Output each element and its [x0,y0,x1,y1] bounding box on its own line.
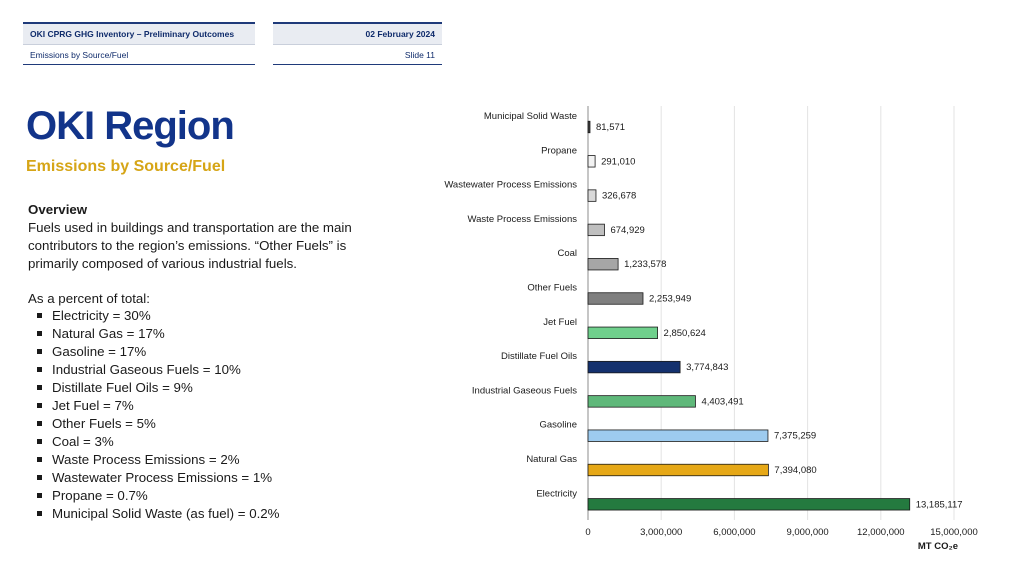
value-label: 2,850,624 [664,328,706,339]
bar [587,155,596,168]
list-item: Jet Fuel = 7% [36,397,280,415]
value-label: 674,929 [610,225,644,236]
bar [587,429,769,442]
section-label: Emissions by Source/Fuel [30,50,129,60]
list-item: Coal = 3% [36,433,280,451]
list-item: Electricity = 30% [36,307,280,325]
category-label: Other Fuels [527,283,577,294]
bar [587,326,658,339]
page-subtitle: Emissions by Source/Fuel [26,158,226,175]
value-label: 1,233,578 [624,259,666,270]
x-tick-label: 12,000,000 [857,527,905,538]
list-item: Distillate Fuel Oils = 9% [36,379,280,397]
percent-list: Electricity = 30% Natural Gas = 17% Gaso… [36,307,280,523]
category-label: Electricity [536,488,577,499]
category-label: Jet Fuel [543,317,577,328]
percent-intro: As a percent of total: [28,291,150,306]
bar [587,360,681,374]
category-label: Wastewater Process Emissions [444,180,577,191]
header-left-block: OKI CPRG GHG Inventory – Preliminary Out… [23,22,255,65]
x-tick-label: 9,000,000 [786,527,828,538]
overview-section: Overview Fuels used in buildings and tra… [28,201,388,273]
report-date: 02 February 2024 [273,24,442,45]
bar [587,258,619,271]
list-item: Other Fuels = 5% [36,415,280,433]
bar [587,120,591,134]
bar [587,463,769,477]
bar [587,223,605,237]
list-item: Municipal Solid Waste (as fuel) = 0.2% [36,505,280,523]
bar [587,189,597,202]
emissions-bar-chart: 0 3,000,000 6,000,000 9,000,000 12,000,000 15… [444,106,978,552]
category-label: Gasoline [540,420,578,431]
value-label: 7,375,259 [774,431,816,442]
value-label: 2,253,949 [649,294,691,305]
bar [587,498,911,511]
x-axis-title: MT CO₂e [918,541,958,552]
overview-heading: Overview [28,202,88,217]
value-label: 291,010 [601,156,635,167]
report-title: OKI CPRG GHG Inventory – Preliminary Out… [23,24,255,45]
x-tick-label: 3,000,000 [640,527,682,538]
value-label: 7,394,080 [774,465,816,476]
category-label: Distillate Fuel Oils [501,351,577,362]
category-label: Natural Gas [526,454,577,465]
value-label: 13,185,117 [916,499,963,510]
category-label: Propane [541,145,577,156]
category-label: Municipal Solid Waste [484,111,577,122]
list-item: Gasoline = 17% [36,343,280,361]
list-item: Propane = 0.7% [36,487,280,505]
bar [587,292,644,305]
x-tick-label: 15,000,000 [930,527,978,538]
overview-text: Fuels used in buildings and transportati… [28,220,352,271]
header-right-block: 02 February 2024 Slide 11 [273,22,442,65]
value-label: 3,774,843 [686,362,728,373]
list-item: Industrial Gaseous Fuels = 10% [36,361,280,379]
value-label: 4,403,491 [701,396,743,407]
category-label: Industrial Gaseous Fuels [472,385,577,396]
category-label: Waste Process Emissions [468,214,578,225]
page-title: OKI Region [26,104,235,148]
bar [587,395,696,408]
list-item: Natural Gas = 17% [36,325,280,343]
slide-number: Slide 11 [404,50,435,60]
value-label: 81,571 [596,122,625,133]
category-label: Coal [557,248,577,259]
list-item: Waste Process Emissions = 2% [36,451,280,469]
x-tick-label: 0 [585,527,590,538]
x-tick-label: 6,000,000 [713,527,755,538]
list-item: Wastewater Process Emissions = 1% [36,469,280,487]
value-label: 326,678 [602,191,636,202]
